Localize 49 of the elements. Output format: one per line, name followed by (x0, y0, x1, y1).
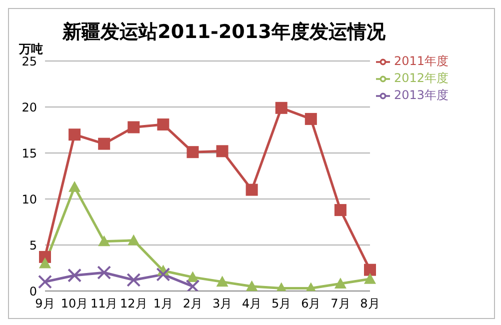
point (126, 272, 141, 287)
point (216, 276, 228, 287)
y-tick-label: 15 (22, 146, 37, 160)
x-tick-label: 2月 (182, 296, 203, 311)
x-tick-label: 9月 (35, 296, 55, 311)
x-tick-label: 11月 (90, 296, 118, 311)
point (38, 274, 52, 289)
x-tick-label: 4月 (242, 296, 262, 311)
point (275, 102, 288, 114)
chart-title: 新疆发运站2011-2013年度发运情况 (62, 21, 386, 43)
x-tick-label: 10月 (60, 296, 88, 311)
x-tick-label: 8月 (360, 296, 380, 311)
point (128, 121, 140, 134)
y-tick-label: 10 (22, 192, 37, 206)
point (186, 271, 199, 282)
point (97, 266, 112, 280)
point (334, 278, 346, 288)
y-axis-title: 万吨 (19, 41, 43, 56)
x-tick-label: 7月 (330, 296, 350, 311)
legend-label: 2012年度 (394, 71, 449, 85)
point (68, 181, 81, 192)
point (39, 257, 51, 268)
point (186, 146, 199, 158)
point (216, 145, 228, 158)
point (156, 267, 170, 282)
legend-label: 2013年度 (394, 88, 449, 102)
x-tick-label: 5月 (272, 296, 292, 311)
y-tick-label: 25 (22, 54, 37, 68)
point (68, 128, 81, 141)
point (186, 279, 200, 291)
y-tick-label: 20 (22, 100, 37, 114)
point (246, 280, 258, 291)
point (98, 138, 110, 150)
x-tick-label: 12月 (120, 296, 148, 311)
x-tick-label: 6月 (301, 296, 321, 311)
point (68, 268, 82, 282)
point (157, 118, 170, 130)
y-tick-label: 0 (29, 284, 37, 298)
point (98, 235, 110, 246)
y-tick-label: 5 (29, 238, 37, 252)
point (364, 264, 376, 276)
point (128, 234, 140, 246)
point (364, 273, 376, 284)
point (304, 112, 317, 125)
x-tick-label: 3月 (212, 296, 232, 311)
point (246, 184, 258, 196)
legend-label: 2011年度 (394, 54, 449, 68)
x-tick-label: 1月 (153, 296, 173, 311)
point (334, 204, 346, 216)
